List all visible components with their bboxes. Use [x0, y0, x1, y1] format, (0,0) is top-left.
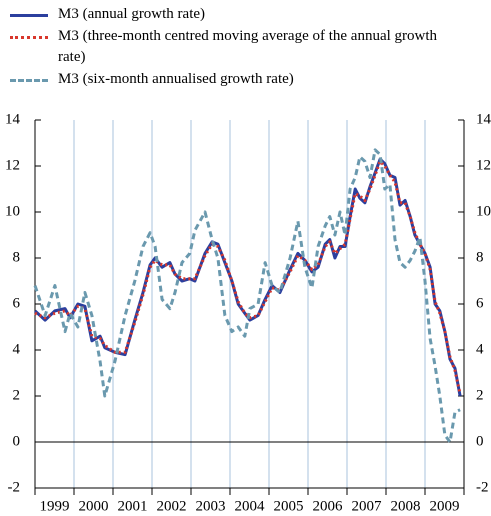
- legend-item: M3 (six-month annualised growth rate): [10, 69, 470, 90]
- x-tick-label: 2009: [430, 498, 460, 514]
- y-tick-label: 6: [13, 295, 21, 311]
- y2-tick-label: 6: [476, 295, 484, 311]
- legend-item: M3 (three-month centred moving average o…: [10, 26, 470, 68]
- legend: M3 (annual growth rate) M3 (three-month c…: [10, 4, 470, 91]
- x-tick-label: 2008: [391, 498, 421, 514]
- x-tick-label: 1999: [40, 498, 70, 514]
- x-tick-label: 2001: [118, 498, 148, 514]
- series-line: [34, 159, 462, 395]
- y-tick-label: -2: [8, 479, 21, 495]
- y2-tick-label: 2: [476, 387, 484, 403]
- y-tick-label: 14: [5, 111, 21, 127]
- series-line: [33, 157, 462, 397]
- legend-label: M3 (annual growth rate): [58, 6, 206, 22]
- legend-swatch: [10, 14, 48, 17]
- y2-tick-label: 14: [476, 111, 491, 127]
- y-tick-label: 4: [13, 341, 21, 357]
- x-tick-label: 2005: [274, 498, 304, 514]
- y-tick-label: 2: [13, 387, 21, 403]
- x-tick-label: 2006: [313, 498, 344, 514]
- series-line: [33, 148, 461, 444]
- y-tick-label: 0: [13, 433, 21, 449]
- legend-item: M3 (annual growth rate): [10, 4, 470, 25]
- y2-tick-label: 10: [476, 203, 491, 219]
- x-tick-label: 2007: [352, 498, 383, 514]
- x-tick-label: 2002: [157, 498, 187, 514]
- y-tick-label: 10: [5, 203, 20, 219]
- x-tick-label: 2003: [196, 498, 226, 514]
- x-tick-label: 2000: [79, 498, 109, 514]
- y2-tick-label: 8: [476, 249, 484, 265]
- y2-tick-label: 4: [476, 341, 484, 357]
- y2-tick-label: 12: [476, 157, 491, 173]
- y2-tick-label: -2: [476, 479, 489, 495]
- x-tick-label: 2004: [235, 498, 266, 514]
- legend-label: M3 (three-month centred moving average o…: [58, 28, 438, 65]
- y-tick-label: 8: [13, 249, 21, 265]
- y2-tick-label: 0: [476, 433, 484, 449]
- legend-swatch: [10, 36, 48, 39]
- legend-swatch: [10, 79, 48, 82]
- y-tick-label: 12: [5, 157, 20, 173]
- legend-label: M3 (six-month annualised growth rate): [58, 71, 294, 87]
